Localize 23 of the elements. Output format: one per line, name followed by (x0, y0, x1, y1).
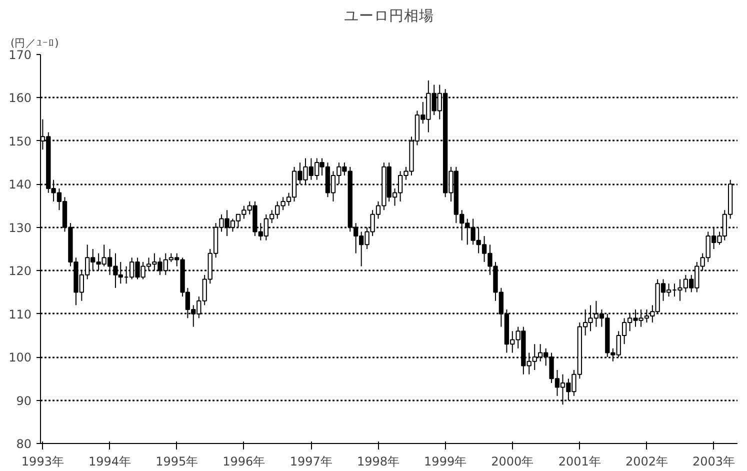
y-tick-label: 90 (16, 394, 32, 408)
x-tick-label: 1994年 (88, 454, 132, 468)
y-tick-label: 170 (8, 48, 32, 62)
y-tick-label: 100 (8, 350, 32, 365)
y-tick-label: 120 (8, 264, 32, 278)
x-tick-label: 2002年 (625, 454, 668, 468)
x-tick-label: 2000年 (491, 454, 534, 468)
chart-title: ユーロ円相場 (344, 8, 434, 24)
y-tick-label: 140 (8, 178, 32, 192)
x-tick-label: 1999年 (424, 454, 467, 468)
x-tick-label: 1996年 (222, 454, 266, 468)
y-tick-label: 110 (8, 307, 32, 322)
x-tick-label: 1995年 (156, 454, 198, 468)
y-tick-label: 160 (8, 91, 32, 106)
y-tick-label: 150 (8, 134, 32, 148)
y-axis-title: (円／ﾕｰﾛ) (10, 36, 59, 50)
x-tick-label: 1997年 (290, 454, 332, 468)
y-tick-label: 130 (8, 220, 32, 235)
x-tick-label: 1998年 (356, 454, 400, 468)
y-tick-label: 80 (16, 437, 32, 451)
x-tick-label: 1993年 (21, 454, 64, 468)
x-tick-label: 2001年 (558, 454, 601, 468)
x-tick-label: 2003年 (692, 454, 736, 468)
